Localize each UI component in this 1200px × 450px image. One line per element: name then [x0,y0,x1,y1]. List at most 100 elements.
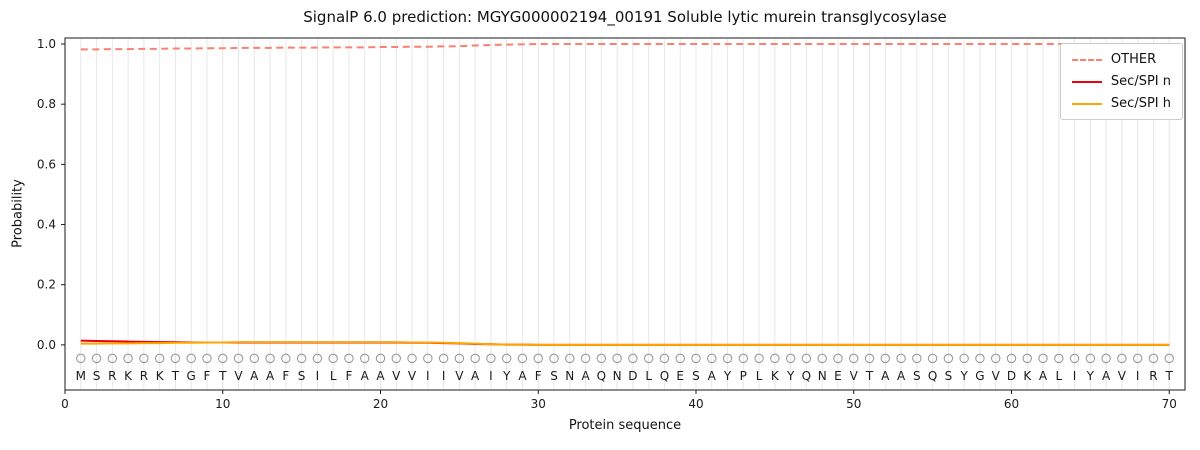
residue-letter: K [124,369,133,383]
residue-letter: I [442,369,446,383]
residue-marker [233,353,244,364]
series-other [80,43,1170,51]
residue-letter: V [455,369,464,383]
residue-marker [1148,353,1159,364]
residue-marker [754,353,764,364]
legend-line-sample [1071,80,1102,83]
residue-marker [486,353,496,364]
residue-marker [833,353,843,364]
residue-marker [848,353,859,364]
residue-letter: V [850,369,859,383]
residue-letter: D [628,369,637,383]
residue-marker [107,353,118,364]
residue-letter: A [361,369,370,383]
residue-letter: L [330,369,337,383]
residue-marker [1022,353,1033,364]
residue-marker [391,353,402,364]
residue-marker [312,353,323,364]
residue-letter: I [426,369,430,383]
residue-marker [265,353,275,364]
x-tick-label: 60 [1004,397,1019,411]
residue-letter: T [171,369,180,383]
residue-marker [880,353,891,364]
residue-marker [281,353,291,364]
legend: OTHER Sec/SPI n Sec/SPI h [1059,43,1183,120]
residue-marker [202,353,212,364]
plot-spines [64,37,1186,391]
residue-letter: A [250,369,259,383]
residue-letter: A [266,369,275,383]
residue-letter: Q [660,369,669,383]
residue-marker [896,353,906,364]
residue-letter: N [613,369,622,383]
residue-letter: Y [959,369,968,383]
residue-marker [596,353,607,364]
residue-letter: Y [786,369,795,383]
residue-letter: G [187,369,196,383]
residue-letter: A [376,369,385,383]
series-sec-spi-h [80,341,1170,346]
residue-letter: S [913,369,921,383]
residue-letter: E [676,369,684,383]
residue-marker [154,353,165,364]
residue-marker [990,353,1001,364]
residue-marker [643,353,654,364]
residue-letter: F [282,369,289,383]
residue-marker [501,353,512,364]
residue-marker [375,353,386,364]
residue-marker [407,353,417,364]
residue-marker [549,353,559,364]
residue-letter: A [1039,369,1048,383]
residue-letter: N [565,369,574,383]
residue-letter: K [771,369,780,383]
residue-marker [359,353,370,364]
residue-letter: F [204,369,211,383]
residue-marker [249,353,260,364]
residue-letter: V [234,369,243,383]
residue-letter: A [708,369,717,383]
residue-marker [565,353,575,364]
residue-marker [1054,353,1064,364]
residue-letter: S [93,369,101,383]
residue-letter: A [471,369,480,383]
residue-marker [438,353,449,364]
residue-marker [1085,353,1096,364]
residue-letter: Q [597,369,606,383]
residue-marker [170,353,181,364]
residue-marker [959,353,969,364]
legend-line-sample [1071,58,1102,61]
residue-marker [1117,353,1127,364]
residue-letter: N [818,369,827,383]
y-tick-label: 1.0 [37,37,56,51]
x-tick-label: 30 [531,397,546,411]
residue-marker [612,353,622,364]
residue-marker [139,353,149,364]
legend-item-other: OTHER [1071,52,1171,67]
residue-letter: K [1023,369,1032,383]
residue-letter: V [392,369,401,383]
residue-marker [738,353,749,364]
residue-letter: A [897,369,906,383]
residue-marker [328,353,338,364]
residue-letter: M [76,369,86,383]
residue-letter: Q [802,369,811,383]
residue-letter: I [316,369,320,383]
y-tick-label: 0.6 [37,157,56,171]
residue-letter: G [975,369,984,383]
residue-letter: V [1118,369,1127,383]
residue-marker [344,353,354,364]
residue-marker [943,353,954,364]
residue-letter: Y [1086,369,1095,383]
x-tick-label: 10 [215,397,230,411]
residue-letter: I [489,369,493,383]
residue-letter: V [992,369,1001,383]
residue-marker [675,353,685,364]
residue-letter: A [881,369,890,383]
residue-letter: R [1149,369,1157,383]
residue-letter: K [156,369,165,383]
residue-marker [707,353,717,364]
residue-letter: A [518,369,527,383]
y-tick-label: 0.0 [37,338,56,352]
residue-marker [580,353,591,364]
